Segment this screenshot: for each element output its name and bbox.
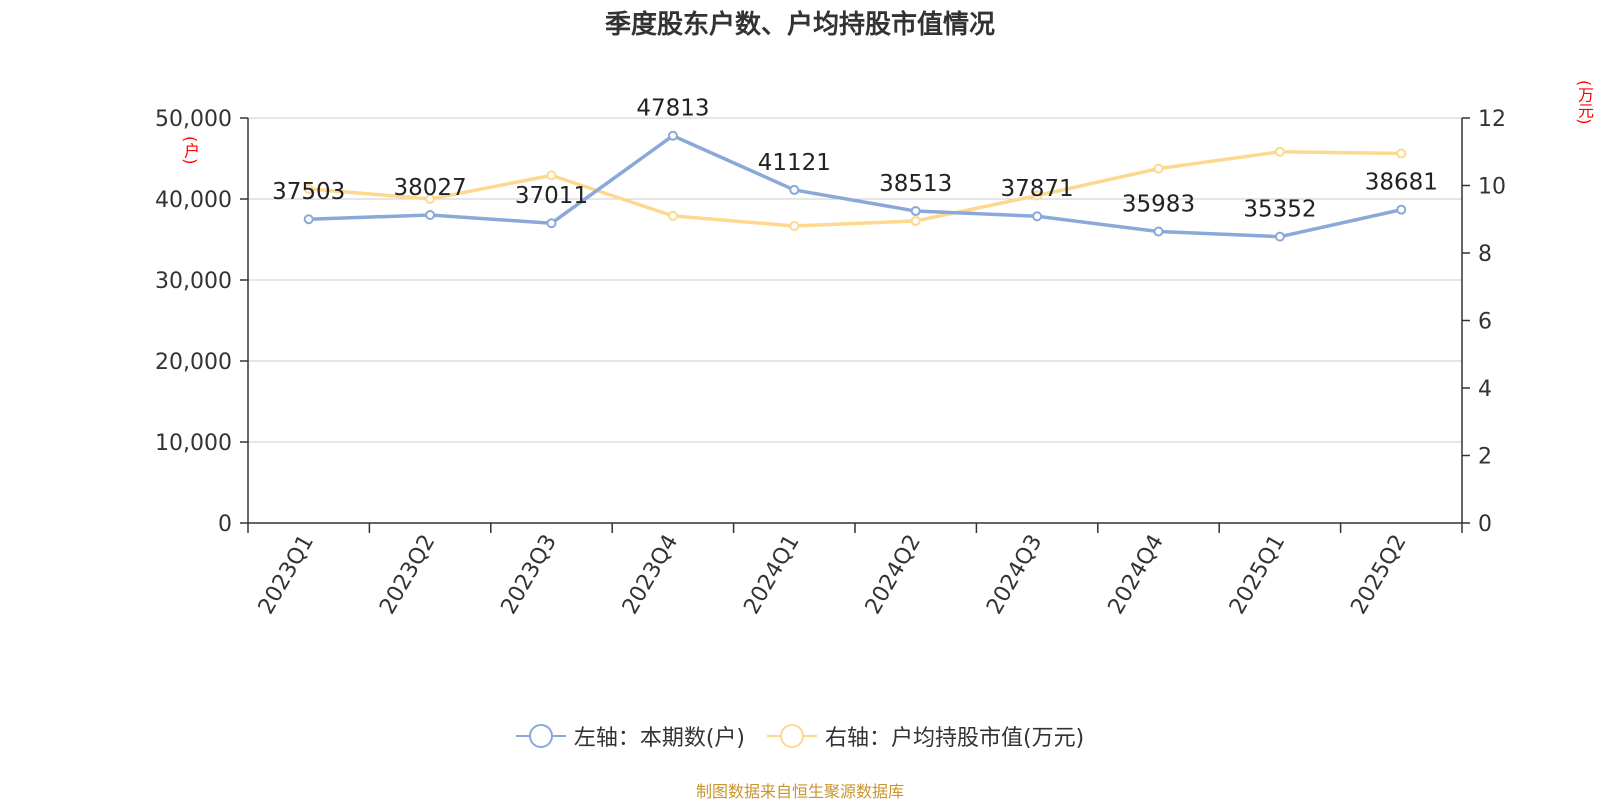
left-axis-tick-label: 0 [218, 512, 232, 537]
data-point-households [789, 184, 800, 195]
x-axis-tick-label: 2024Q1 [739, 531, 804, 619]
x-axis-tick-label: 2025Q1 [1225, 531, 1290, 619]
x-axis-tick-label: 2023Q4 [618, 531, 683, 619]
data-label-households: 38027 [394, 175, 467, 201]
data-point-avg-value [1032, 190, 1043, 201]
data-point-households [910, 206, 921, 217]
legend-label-avg-value: 右轴：户均持股市值(万元) [825, 726, 1085, 751]
data-point-avg-value [1396, 148, 1407, 159]
data-point-households [1153, 226, 1164, 237]
series-line-households [308, 133, 1402, 239]
data-label-households: 37503 [272, 179, 345, 205]
data-point-households [1396, 204, 1407, 215]
series-line-avg-value [308, 150, 1402, 228]
legend-marker-households [515, 723, 566, 749]
data-point-households [1274, 231, 1285, 242]
data-label-households: 35352 [1243, 197, 1316, 223]
data-point-avg-value [1153, 163, 1164, 174]
data-label-households: 38681 [1365, 170, 1438, 196]
data-point-avg-value [1274, 146, 1285, 157]
x-axis-tick-label: 2025Q2 [1346, 531, 1411, 619]
right-axis-tick-label: 2 [1478, 445, 1492, 470]
legend-label-households: 左轴：本期数(户) [573, 726, 745, 751]
right-axis-tick-label: 4 [1478, 377, 1492, 402]
x-axis-tick-label: 2024Q3 [982, 531, 1047, 619]
data-point-households [425, 209, 436, 220]
data-point-households [303, 214, 314, 225]
data-source-note: 制图数据来自恒生聚源数据库 [695, 782, 904, 801]
right-axis-tick-label: 12 [1478, 107, 1506, 132]
right-axis-tick-label: 0 [1478, 512, 1492, 537]
legend: 左轴：本期数(户) 右轴：户均持股市值(万元) [0, 720, 1600, 752]
right-axis-tick-label: 6 [1478, 310, 1492, 335]
x-axis-tick-label: 2024Q4 [1104, 531, 1169, 619]
x-axis-tick-label: 2023Q3 [497, 531, 562, 619]
data-point-avg-value [789, 221, 800, 231]
data-point-avg-value [303, 183, 314, 194]
data-label-households: 47813 [636, 96, 709, 122]
left-axis-tick-label: 50,000 [155, 107, 232, 132]
right-axis-unit: (万元) [1575, 80, 1594, 125]
data-label-households: 38513 [879, 171, 952, 197]
x-axis-tick-label: 2023Q2 [375, 531, 440, 619]
data-point-avg-value [910, 215, 921, 226]
left-axis-tick-label: 40,000 [155, 188, 232, 213]
data-label-households: 37011 [515, 183, 588, 209]
x-axis-tick-label: 2024Q2 [861, 531, 926, 619]
data-point-households [546, 218, 557, 229]
data-point-avg-value [546, 170, 557, 181]
data-point-households [1032, 211, 1043, 222]
right-axis-tick-label: 8 [1478, 242, 1492, 267]
left-axis-unit: (户) [181, 136, 200, 165]
left-axis-tick-label: 30,000 [155, 269, 232, 294]
left-axis-tick-label: 10,000 [155, 431, 232, 456]
data-label-households: 41121 [758, 150, 831, 176]
legend-item-households[interactable]: 左轴：本期数(户) [515, 720, 745, 752]
legend-marker-avg-value [767, 723, 817, 749]
data-point-avg-value [425, 194, 436, 204]
data-point-households [667, 130, 678, 141]
right-axis-tick-label: 10 [1478, 175, 1506, 200]
data-label-households: 35983 [1122, 192, 1195, 218]
chart-title: 季度股东户数、户均持股市值情况 [604, 10, 995, 40]
data-label-households: 37871 [1001, 176, 1074, 202]
legend-item-avg-value[interactable]: 右轴：户均持股市值(万元) [767, 720, 1084, 752]
data-point-avg-value [667, 210, 678, 221]
left-axis-tick-label: 20,000 [155, 350, 232, 375]
x-axis-tick-label: 2023Q1 [254, 531, 319, 619]
